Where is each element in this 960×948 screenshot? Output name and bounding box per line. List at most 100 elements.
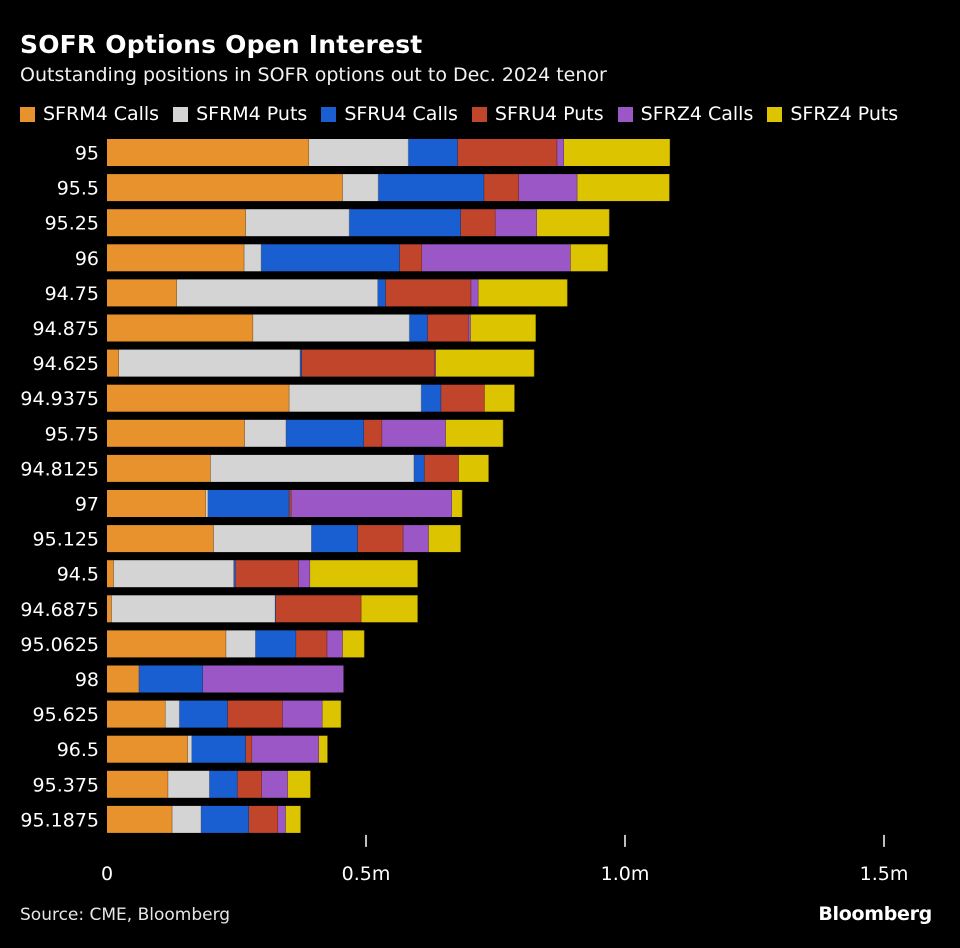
segment-separator	[340, 700, 342, 728]
segment-separator	[309, 770, 312, 798]
bar-segment	[168, 770, 210, 798]
category-label: 95.5	[57, 178, 99, 200]
bar-segment	[245, 735, 253, 763]
bar-segment	[107, 454, 211, 482]
segment-separator	[417, 595, 419, 623]
bar-segment	[414, 454, 425, 482]
bar-segment	[563, 139, 671, 166]
bar-segment	[298, 560, 311, 588]
category-label: 94.5	[57, 564, 99, 586]
bar-segment	[478, 279, 568, 307]
bar-segment	[209, 770, 238, 798]
legend-label: SFRZ4 Puts	[790, 103, 899, 125]
legend-label: SFRZ4 Calls	[640, 103, 754, 125]
legend-swatch	[321, 106, 337, 122]
legend-swatch	[617, 106, 633, 122]
bar-segment	[285, 805, 301, 833]
bar-segment	[208, 490, 290, 517]
bar-segment	[226, 630, 256, 658]
segment-separator	[417, 560, 419, 588]
bar-segment	[361, 595, 418, 623]
bar-segment	[176, 279, 378, 307]
bar-segment	[191, 735, 246, 763]
bar-segment	[107, 384, 290, 412]
bar-segment	[427, 314, 469, 342]
bar-segment	[107, 700, 166, 728]
category-label: 95.625	[33, 704, 99, 726]
bar-segment	[557, 139, 564, 166]
bar-segment	[424, 454, 459, 482]
bar-segment	[107, 419, 245, 447]
legend-item: SFRU4 Calls	[321, 103, 458, 125]
bar-segment	[237, 770, 262, 798]
segment-separator	[255, 630, 257, 658]
segment-separator	[461, 490, 463, 517]
category-label: 96.5	[57, 739, 99, 761]
bar-segment	[107, 244, 245, 272]
bar-segment	[318, 735, 328, 763]
bar-segment	[377, 279, 386, 307]
category-label: 95.375	[33, 774, 99, 796]
bar-segment	[245, 209, 350, 237]
chart-title: SOFR Options Open Interest	[20, 30, 423, 59]
segment-separator	[300, 805, 302, 833]
bar-segment	[471, 279, 479, 307]
bar-segment	[107, 279, 177, 307]
bar-segment	[408, 139, 458, 166]
bar-segment	[277, 805, 286, 833]
bar-segment	[301, 349, 435, 377]
bar-segment	[286, 419, 364, 447]
segment-separator	[327, 735, 329, 763]
bar-segment	[107, 525, 214, 553]
category-label: 94.875	[33, 318, 99, 340]
bar-segment	[327, 630, 343, 658]
category-label: 94.625	[33, 353, 99, 375]
bar-segment	[421, 384, 442, 412]
bar-segment	[322, 700, 342, 728]
source-note: Source: CME, Bloomberg	[20, 905, 231, 925]
bar-segment	[261, 244, 400, 272]
bar-segment	[460, 209, 496, 237]
bar-segment	[434, 349, 436, 377]
segment-separator	[535, 314, 537, 342]
bar-segment	[311, 525, 358, 553]
bar-segment	[403, 525, 429, 553]
bar-segment	[213, 525, 312, 553]
bar-segment	[296, 630, 328, 658]
bar-segment	[435, 349, 535, 377]
segment-separator	[533, 349, 535, 377]
bar-segment	[282, 700, 323, 728]
bar-segment	[113, 560, 234, 588]
legend-item: SFRU4 Puts	[471, 103, 604, 125]
bar-segment	[202, 665, 344, 693]
bar-segment	[468, 314, 471, 342]
segment-separator	[225, 630, 227, 658]
legend: SFRM4 Calls SFRM4 Puts SFRU4 Calls SFRU4 Pu…	[20, 103, 912, 125]
legend-item: SFRZ4 Puts	[767, 103, 898, 125]
legend-item: SFRM4 Calls	[20, 103, 159, 125]
segment-separator	[566, 279, 569, 307]
legend-label: SFRM4 Puts	[196, 103, 308, 125]
bar-segment	[287, 770, 311, 798]
bloomberg-logo: Bloomberg	[818, 903, 932, 925]
segment-separator	[363, 630, 366, 658]
bar-segment	[570, 244, 608, 272]
legend-swatch	[471, 106, 487, 122]
bar-segment	[253, 314, 410, 342]
bar-segment	[165, 700, 180, 728]
bar-segment	[409, 314, 428, 342]
legend-label: SFRU4 Puts	[494, 103, 604, 125]
legend-swatch	[767, 106, 783, 122]
bar-segment	[300, 349, 302, 377]
category-label: 95.75	[45, 423, 99, 445]
bar-segment	[118, 349, 301, 377]
bar-segment	[382, 419, 446, 447]
segment-separator	[243, 244, 245, 272]
bar-segment	[385, 279, 472, 307]
bar-segment	[518, 174, 578, 202]
segment-separator	[111, 595, 113, 623]
bar-segment	[107, 665, 140, 693]
bar-segment	[378, 174, 485, 202]
segment-separator	[556, 139, 558, 166]
bar-segment	[421, 244, 571, 272]
